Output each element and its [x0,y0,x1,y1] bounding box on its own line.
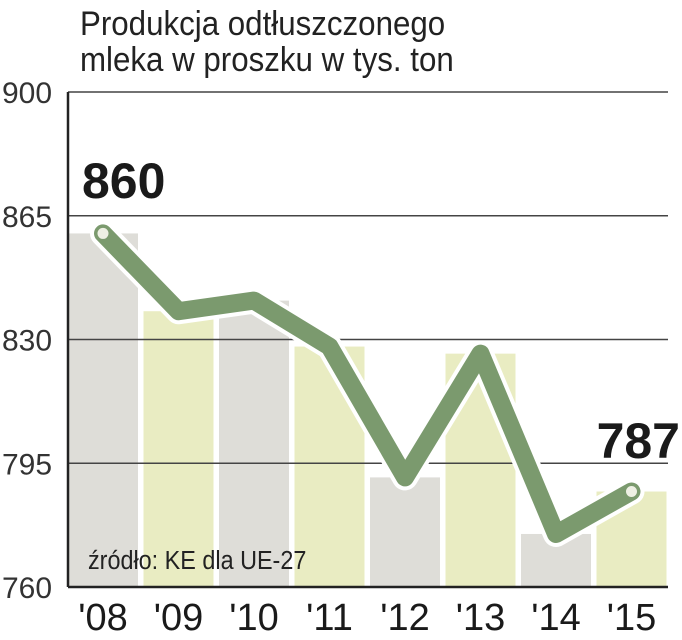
source-note: źródło: KE dla UE-27 [88,547,306,575]
bar-08 [68,233,138,587]
x-tick-label: '13 [456,597,506,639]
data-labels: 860 787 [82,153,680,469]
background-bars [68,233,667,587]
data-points [94,224,640,501]
bar-09 [143,311,214,587]
y-tick-label: 795 [2,448,52,481]
y-axis: 900 865 830 795 760 [2,77,52,605]
data-label: 787 [597,413,680,469]
bar-10 [219,300,289,587]
x-tick-label: '10 [229,597,279,639]
x-tick-label: '14 [531,597,581,639]
x-tick-label: '11 [306,597,353,639]
series-line [90,220,645,547]
y-tick-label: 865 [2,201,52,234]
x-tick-label: '09 [154,597,204,639]
chart-title-line-2: mleka w proszku w tys. ton [80,41,454,79]
chart-title: Produkcja odtłuszczonego mleka w proszku… [80,6,454,78]
chart-title-line-1: Produkcja odtłuszczonego [80,5,446,43]
data-point-marker [623,483,640,501]
data-label: 860 [82,153,165,209]
x-tick-label: '08 [78,597,128,639]
y-tick-label: 760 [2,572,52,605]
x-tick-label: '12 [380,597,430,639]
data-point-marker [94,224,112,242]
x-tick-label: '15 [607,597,657,639]
y-tick-label: 900 [2,77,52,110]
y-tick-label: 830 [2,325,52,358]
bar-12 [370,477,440,587]
x-axis: '08 '09 '10 '11 '12 '13 '14 '15 [78,597,656,639]
gridlines [66,91,668,589]
series-line [94,224,641,543]
